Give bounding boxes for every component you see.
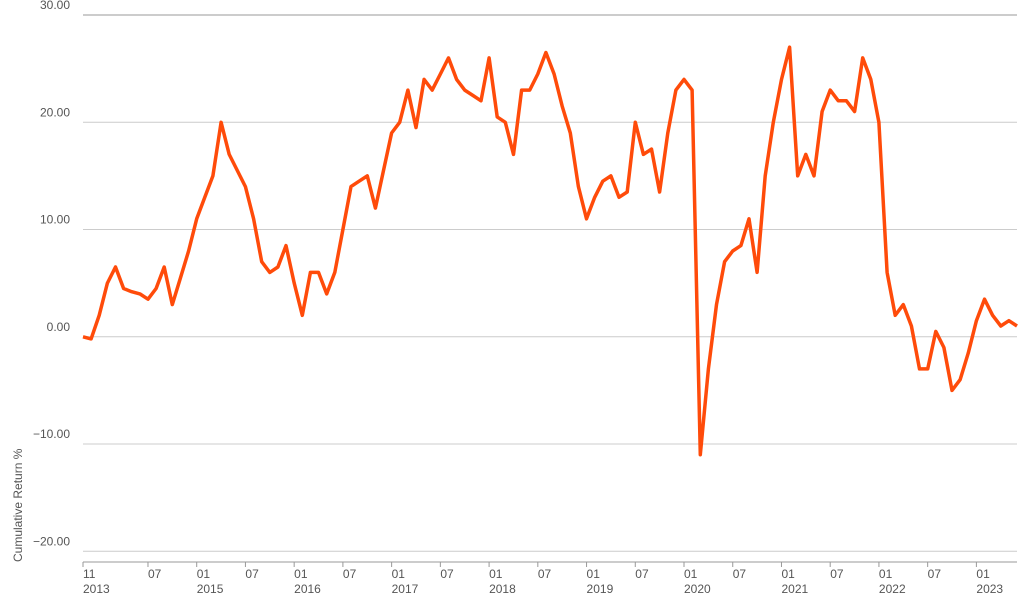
x-tick-label: 01 — [489, 567, 503, 581]
x-tick-year: 2019 — [587, 582, 614, 596]
line-series — [82, 45, 1018, 457]
x-tick-year: 2021 — [781, 582, 808, 596]
x-tick-label: 01 — [684, 567, 698, 581]
y-axis-label: Cumulative Return % — [11, 448, 25, 562]
x-tick-label: 07 — [830, 567, 844, 581]
x-tick-year: 2018 — [489, 582, 516, 596]
x-tick-year: 2015 — [197, 582, 224, 596]
y-tick-label: 10.00 — [40, 213, 70, 227]
y-tick-label: 20.00 — [40, 105, 70, 119]
x-tick-label: 07 — [928, 567, 942, 581]
x-tick-label: 07 — [440, 567, 454, 581]
x-tick-label: 07 — [148, 567, 162, 581]
x-tick-label: 01 — [197, 567, 211, 581]
x-tick-label: 11 — [83, 567, 96, 581]
x-tick-label: 07 — [538, 567, 552, 581]
x-tick-year: 2017 — [392, 582, 419, 596]
y-tick-label: 30.00 — [40, 0, 70, 12]
y-tick-label: 0.00 — [47, 320, 71, 334]
x-tick-label: 07 — [733, 567, 747, 581]
x-tick-label: 07 — [245, 567, 259, 581]
x-tick-label: 01 — [976, 567, 990, 581]
x-tick-label: 01 — [392, 567, 406, 581]
x-tick-year: 2023 — [976, 582, 1003, 596]
x-tick-label: 01 — [879, 567, 893, 581]
x-tick-year: 2016 — [294, 582, 321, 596]
y-tick-label: −10.00 — [33, 427, 70, 441]
x-tick-year: 2020 — [684, 582, 711, 596]
x-tick-label: 01 — [587, 567, 601, 581]
x-tick-label: 01 — [781, 567, 795, 581]
x-tick-year: 2013 — [83, 582, 110, 596]
x-tick-label: 07 — [635, 567, 649, 581]
x-tick-year: 2022 — [879, 582, 906, 596]
x-tick-label: 07 — [343, 567, 357, 581]
y-tick-label: −20.00 — [33, 534, 70, 548]
x-tick-label: 01 — [294, 567, 308, 581]
